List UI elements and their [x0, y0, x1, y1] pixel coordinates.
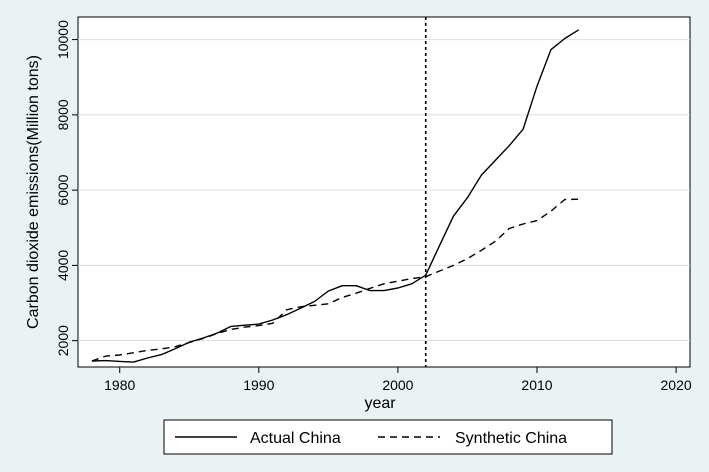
- series-1-point: [369, 287, 372, 290]
- series-1-point: [146, 349, 149, 352]
- series-1-point: [563, 198, 566, 201]
- series-1-point: [202, 337, 205, 340]
- series-1-point: [174, 345, 177, 348]
- series-0-point: [146, 356, 149, 359]
- series-1-point: [230, 328, 233, 331]
- series-1-point: [536, 219, 539, 222]
- series-1-point: [452, 264, 455, 267]
- legend-box: [163, 419, 613, 455]
- y-axis: 2000 4000 6000 8000 10000: [55, 20, 78, 356]
- y-tick-label: 10000: [55, 20, 71, 59]
- series-0-point: [563, 37, 566, 40]
- series-0-point: [410, 282, 413, 285]
- y-tick-label: 2000: [55, 325, 71, 356]
- series-1-point: [160, 347, 163, 350]
- series-0-point: [508, 144, 511, 147]
- y-axis-label: Carbon dioxide emissions(Million tons): [25, 55, 42, 329]
- series-0-point: [160, 353, 163, 356]
- series-1-point: [299, 305, 302, 308]
- series-0-point: [536, 85, 539, 88]
- series-1-point: [577, 198, 580, 201]
- series-1-point: [271, 322, 274, 325]
- x-tick-label: 1980: [104, 377, 135, 393]
- x-axis-label: year: [364, 395, 396, 412]
- series-1-point: [341, 296, 344, 299]
- series-0-point: [383, 289, 386, 292]
- series-0-point: [271, 318, 274, 321]
- series-1-point: [90, 359, 93, 362]
- series-0-point: [230, 325, 233, 328]
- series-1-point: [424, 275, 427, 278]
- series-1-point: [313, 304, 316, 307]
- series-1: [90, 198, 580, 362]
- series-1-point: [188, 341, 191, 344]
- series-1-point: [243, 326, 246, 329]
- y-tick-label: 4000: [55, 250, 71, 281]
- legend-label-actual: Actual China: [250, 430, 341, 447]
- series-0-point: [341, 284, 344, 287]
- series-line-0: [91, 29, 580, 363]
- series-0-point: [494, 159, 497, 162]
- series-layer: [90, 28, 580, 364]
- series-0-point: [132, 361, 135, 364]
- x-tick-label: 2010: [521, 377, 552, 393]
- series-1-point: [355, 292, 358, 295]
- legend: Actual China Synthetic China: [163, 419, 613, 455]
- x-tick-label: 2020: [661, 377, 692, 393]
- series-1-point: [410, 277, 413, 280]
- series-1-point: [132, 351, 135, 354]
- series-0-point: [118, 360, 121, 363]
- series-1-point: [494, 240, 497, 243]
- series-0-point: [396, 286, 399, 289]
- series-0-point: [355, 284, 358, 287]
- series-1-point: [522, 222, 525, 225]
- series-0-point: [466, 196, 469, 199]
- series-1-point: [118, 353, 121, 356]
- series-0-point: [480, 174, 483, 177]
- x-tick-label: 2000: [382, 377, 413, 393]
- series-1-point: [285, 308, 288, 311]
- series-1-point: [327, 302, 330, 305]
- series-0-point: [285, 313, 288, 316]
- series-1-point: [396, 280, 399, 283]
- series-1-point: [216, 332, 219, 335]
- series-0: [91, 28, 580, 364]
- series-1-point: [257, 324, 260, 327]
- x-axis: 1980 1990 2000 2010 2020: [104, 367, 692, 393]
- y-tick-label: 8000: [55, 99, 71, 130]
- series-0-point: [327, 289, 330, 292]
- series-0-point: [313, 300, 316, 303]
- y-tick-label: 6000: [55, 174, 71, 205]
- series-0-point: [104, 359, 107, 362]
- legend-label-synthetic: Synthetic China: [455, 430, 567, 447]
- series-1-point: [466, 257, 469, 260]
- x-tick-label: 1990: [243, 377, 274, 393]
- series-0-point: [438, 244, 441, 247]
- plot-area: [77, 16, 691, 368]
- series-0-point: [577, 28, 580, 31]
- series-0-point: [452, 215, 455, 218]
- series-line-1: [91, 198, 579, 362]
- series-1-point: [438, 270, 441, 273]
- series-1-point: [104, 355, 107, 358]
- series-1-point: [383, 282, 386, 285]
- y-gridlines: [78, 39, 690, 342]
- series-1-point: [508, 227, 511, 230]
- series-0-point: [549, 48, 552, 51]
- series-1-point: [549, 210, 552, 213]
- series-0-point: [522, 128, 525, 131]
- series-1-point: [480, 249, 483, 252]
